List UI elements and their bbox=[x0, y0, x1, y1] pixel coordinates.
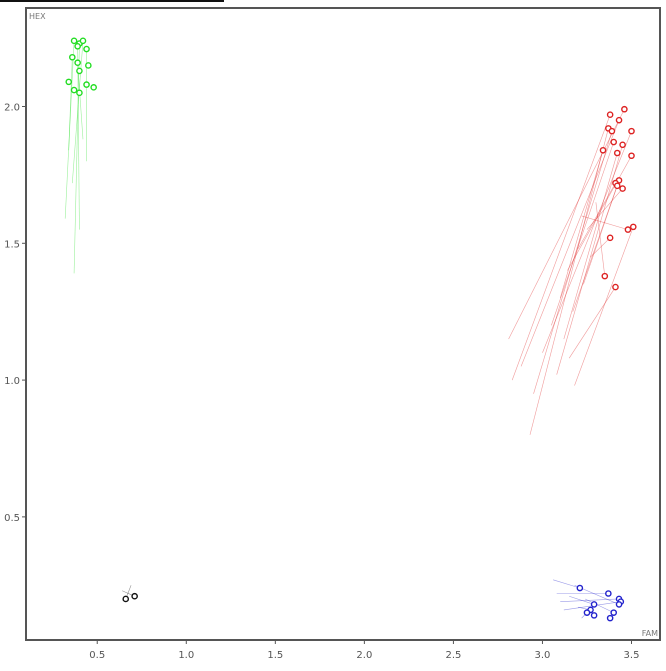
ticks: 0.5 1.0 1.5 2.0 2.5 3.0 3.5 0.5 1.0 1.5 2.0 bbox=[4, 102, 639, 661]
trail-line bbox=[533, 131, 613, 394]
trail-line bbox=[590, 237, 611, 258]
data-point bbox=[85, 62, 92, 69]
data-point bbox=[131, 592, 138, 600]
trail-line bbox=[559, 150, 604, 299]
trail-line bbox=[551, 141, 614, 326]
data-point bbox=[606, 614, 614, 622]
data-point bbox=[79, 37, 87, 45]
trail-line bbox=[77, 62, 84, 140]
data-point bbox=[601, 272, 609, 280]
data-point bbox=[628, 152, 635, 160]
data-point bbox=[122, 595, 130, 603]
data-point bbox=[612, 283, 619, 291]
trail-line bbox=[569, 595, 595, 605]
trail-line bbox=[529, 128, 609, 435]
data-point bbox=[70, 86, 78, 94]
trail-line bbox=[511, 114, 611, 381]
y-tick-label: 1.0 bbox=[4, 376, 20, 387]
data-point bbox=[619, 185, 626, 192]
data-point bbox=[65, 78, 73, 86]
data-point bbox=[74, 59, 81, 67]
data-point bbox=[608, 127, 616, 135]
trail-line bbox=[595, 202, 606, 277]
y-tick-label: 2.0 bbox=[4, 102, 20, 113]
trail-line bbox=[567, 155, 632, 271]
data-point bbox=[615, 601, 623, 608]
data-point bbox=[590, 601, 598, 608]
top-bar bbox=[0, 0, 224, 2]
plot-area bbox=[25, 7, 661, 641]
data-point bbox=[610, 138, 617, 146]
data-point bbox=[76, 89, 83, 97]
data-point bbox=[621, 105, 628, 113]
data-point bbox=[83, 81, 90, 88]
data-point bbox=[619, 141, 626, 149]
x-tick-label: 2.0 bbox=[356, 650, 372, 661]
trail-line bbox=[73, 43, 80, 274]
y-tick-label: 0.5 bbox=[4, 513, 20, 524]
data-point bbox=[76, 67, 83, 75]
data-point bbox=[628, 127, 635, 135]
x-tick-label: 0.5 bbox=[89, 650, 105, 661]
trail-line bbox=[577, 182, 616, 249]
trail-line bbox=[583, 185, 618, 285]
trail-line bbox=[574, 226, 634, 386]
data-point bbox=[83, 45, 90, 53]
data-point bbox=[583, 609, 591, 616]
data-point bbox=[613, 182, 621, 190]
x-axis-label: FAM bbox=[642, 629, 658, 638]
data-point bbox=[629, 223, 637, 231]
x-tick-label: 3.0 bbox=[535, 650, 551, 661]
data-point bbox=[606, 234, 614, 242]
x-tick-label: 1.5 bbox=[267, 650, 283, 661]
data-point bbox=[606, 111, 614, 119]
data-point bbox=[610, 609, 617, 616]
trail-line bbox=[556, 144, 623, 375]
trail-line bbox=[553, 579, 580, 589]
x-tick-label: 3.5 bbox=[624, 650, 640, 661]
y-tick-label: 1.5 bbox=[4, 239, 20, 250]
trail-line bbox=[560, 598, 620, 602]
trail-line bbox=[563, 152, 618, 340]
trail-line bbox=[542, 131, 632, 353]
data-point bbox=[590, 612, 598, 619]
trail-line bbox=[72, 40, 84, 184]
x-tick-label: 1.0 bbox=[178, 650, 194, 661]
data-point bbox=[70, 37, 78, 45]
trail-line bbox=[508, 109, 625, 340]
trail-line bbox=[520, 120, 620, 367]
trails bbox=[64, 40, 634, 619]
x-tick-label: 2.5 bbox=[445, 650, 461, 661]
y-axis-label: HEX bbox=[29, 12, 46, 21]
trail-line bbox=[586, 188, 623, 230]
trail-line bbox=[64, 40, 75, 219]
data-point bbox=[615, 116, 623, 124]
data-point bbox=[605, 590, 612, 597]
data-point bbox=[90, 84, 97, 91]
trail-line bbox=[585, 598, 614, 613]
data-point bbox=[74, 43, 81, 50]
trail-line bbox=[77, 46, 80, 230]
data-point bbox=[624, 226, 632, 233]
trail-line bbox=[568, 286, 616, 359]
trail-line bbox=[581, 215, 629, 230]
data-point bbox=[576, 584, 584, 592]
trail-line bbox=[572, 180, 620, 312]
trail-line bbox=[68, 57, 73, 151]
points bbox=[65, 37, 637, 622]
data-point bbox=[613, 149, 621, 157]
data-point bbox=[69, 53, 76, 61]
data-point bbox=[599, 146, 607, 154]
